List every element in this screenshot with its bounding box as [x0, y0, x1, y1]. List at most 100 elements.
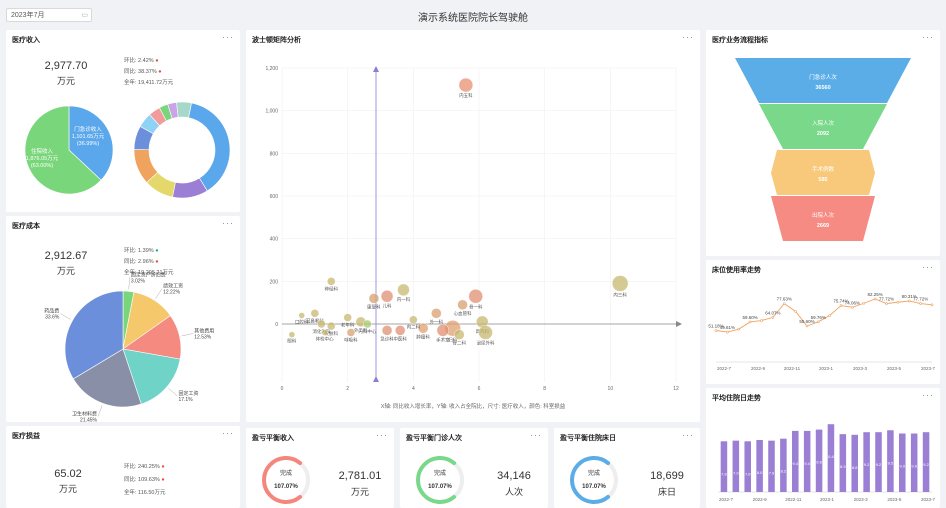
matrix-bubble-label-4: 康复科	[367, 303, 381, 310]
pie-label-outpatient-1: 门急诊收入	[74, 125, 102, 133]
gauge-income-title: 盈亏平衡收入	[252, 435, 294, 442]
matrix-bubble-4	[368, 293, 380, 304]
bed-point-10	[828, 314, 831, 317]
bed-xlabel-2: 2022-11	[784, 366, 801, 371]
stay-bar-label-2: 7.8	[745, 471, 751, 476]
bed-card: 床位使用率走势 ··· 51.18% 49.61% 59.60% 64.07% 77.6…	[706, 260, 940, 384]
profit-more-button[interactable]: ···	[222, 428, 234, 438]
stay-bar-label-17: 9.2	[923, 462, 929, 467]
profit-tongbi: 同比: 109.63% ●	[124, 477, 165, 483]
stay-bar-label-14: 9.5	[888, 460, 894, 465]
gauge-income-pct: 107.07%	[274, 484, 298, 490]
gauge-card-bedday: 盈亏平衡住院床日 ··· 完成 107.07% 18,699 床日	[554, 428, 700, 508]
cost-pct-4: 12.22%	[163, 290, 181, 296]
funnel-card: 医疗业务流程指标 ··· 门急诊人次 36560 入院人次 2092 手术例数 585 出院…	[706, 30, 940, 256]
profit-card: 医疗损益 ··· 65.02 万元 环比: 240.25% ● 同比: 109.…	[6, 426, 240, 508]
profit-huanbi: 环比: 240.25% ●	[124, 464, 165, 470]
income-annual: 全年: 19,411.72万元	[124, 80, 174, 86]
matrix-bubble-label-17: 消化内科	[312, 328, 330, 335]
pie-label-inpatient-1: 住院收入	[31, 147, 54, 155]
bed-xlabel-4: 2023-3	[853, 366, 868, 371]
cost-slice-2	[122, 348, 181, 405]
stay-bar-label-0: 7.8	[721, 471, 727, 476]
profit-unit: 万元	[58, 484, 77, 494]
gauge-outpatient-more-button[interactable]: ···	[530, 430, 542, 440]
matrix-more-button[interactable]: ···	[682, 32, 694, 42]
stay-bar-14	[887, 430, 894, 492]
matrix-bubble-13	[343, 313, 352, 322]
matrix-caption: X轴: 同比收入增长率，Y轴: 收入占全院比，尺寸: 医疗收入，颜色: 科室损益	[381, 402, 566, 410]
month-picker-value: 2023年7月	[11, 12, 45, 19]
stay-bar-label-5: 8.2	[781, 469, 787, 474]
matrix-bubble-label-23: 手术室	[436, 336, 450, 343]
funnel-chart: 门急诊人次 36560 入院人次 2092 手术例数 585 出院人次 2669	[735, 58, 911, 241]
up-dot-icon: ●	[155, 58, 159, 64]
gauge-income-more-button[interactable]: ···	[376, 430, 388, 440]
bed-point-3	[748, 320, 752, 324]
matrix-bubble-label-12: 中医科	[393, 335, 407, 342]
matrix-bubble-17	[317, 319, 326, 329]
matrix-bubble-label-15: 耳鼻喉科	[306, 317, 324, 324]
gauge-arc-1	[416, 456, 457, 504]
matrix-bubble-label-10: 妇科	[448, 336, 457, 343]
stay-bar-10	[839, 434, 847, 492]
gauge-bedday-value: 18,699	[650, 470, 684, 482]
stay-more-button[interactable]: ···	[922, 390, 934, 400]
bed-point-14	[873, 297, 877, 301]
matrix-bubble-label-25: 泌尿外科	[477, 340, 495, 347]
stay-bar-label-7: 9.4	[804, 461, 810, 466]
matrix-bubble-27	[409, 315, 418, 324]
funnel-more-button[interactable]: ···	[922, 32, 934, 42]
cost-huanbi: 环比: 1.39% ●	[124, 248, 159, 254]
matrix-ytick-6: 1,200	[265, 66, 278, 72]
bed-more-button[interactable]: ···	[922, 262, 934, 272]
gauge-card-income: 盈亏平衡收入 ··· 完成 107.07% 2,781.01 万元	[246, 428, 394, 508]
funnel-value-0: 36560	[815, 85, 830, 91]
bed-point-1	[726, 330, 729, 334]
up-dot-icon: ●	[155, 259, 159, 265]
funnel-stages: 门急诊人次 36560 入院人次 2092 手术例数 585 出院人次 2669	[735, 58, 911, 241]
matrix-x-arrow	[676, 321, 682, 327]
month-picker[interactable]: 2023年7月 ▭	[6, 8, 92, 22]
matrix-xtick-3: 6	[478, 386, 481, 392]
stay-bar-5	[780, 438, 787, 492]
matrix-bubble-18	[346, 328, 356, 337]
funnel-title: 医疗业务流程指标	[712, 37, 768, 44]
cost-value: 2,912.67	[44, 250, 88, 262]
income-donut-slice-0	[188, 102, 231, 192]
bed-xlabel-1: 2022-9	[751, 366, 766, 371]
gauge-bedday-more-button[interactable]: ···	[682, 430, 694, 440]
gauge-outpatient-title: 盈亏平衡门诊人次	[406, 435, 462, 442]
stay-card: 平均住院日走势 ··· 7.8 7.9 7.8 8.0 7.9 8.2 9.4 9.4 9.6 1…	[706, 388, 940, 508]
matrix-bubble-label-1: 内三科	[613, 291, 627, 298]
matrix-bubble-label-24: 骨二科	[453, 340, 467, 347]
bed-annotation-12: 77.72%	[913, 297, 928, 302]
cost-pie	[64, 290, 182, 408]
matrix-bubble-5	[380, 290, 394, 303]
matrix-bubble-12	[394, 325, 406, 336]
income-more-button[interactable]: ···	[222, 32, 234, 42]
cost-unit: 万元	[56, 266, 75, 276]
matrix-bubble-label-6: 骨一科	[469, 303, 483, 310]
stay-xlabel-0: 2022-7	[719, 497, 734, 502]
cost-label-2: 固定工资	[178, 390, 198, 397]
income-card: 医疗收入 ··· 2,977.70 万元 环比: 2.42% ● 同比: 38.…	[6, 30, 240, 212]
stay-bars: 7.8 7.9 7.8 8.0 7.9 8.2 9.4 9.4 9.6 10.438.9 8.8 9.…	[718, 424, 936, 502]
bed-point-19	[930, 303, 934, 307]
cost-leader-5	[128, 277, 131, 290]
matrix-bubble-label-20: 体检中心	[316, 336, 334, 343]
income-pie	[24, 105, 114, 195]
bed-title: 床位使用率走势	[712, 267, 761, 274]
funnel-label-0: 门急诊人次	[809, 73, 837, 81]
income-tongbi: 同比: 38.37% ●	[124, 69, 162, 75]
income-value: 2,977.70	[44, 60, 88, 72]
cost-leader-0	[60, 313, 71, 320]
cost-slice-0	[64, 290, 124, 380]
funnel-value-2: 585	[818, 177, 827, 183]
bed-annotation-2: 59.60%	[742, 315, 757, 320]
bed-point-13	[862, 301, 866, 305]
down-dot-icon: ●	[155, 248, 159, 254]
cost-more-button[interactable]: ···	[222, 218, 234, 228]
stay-bar-11	[851, 434, 858, 492]
